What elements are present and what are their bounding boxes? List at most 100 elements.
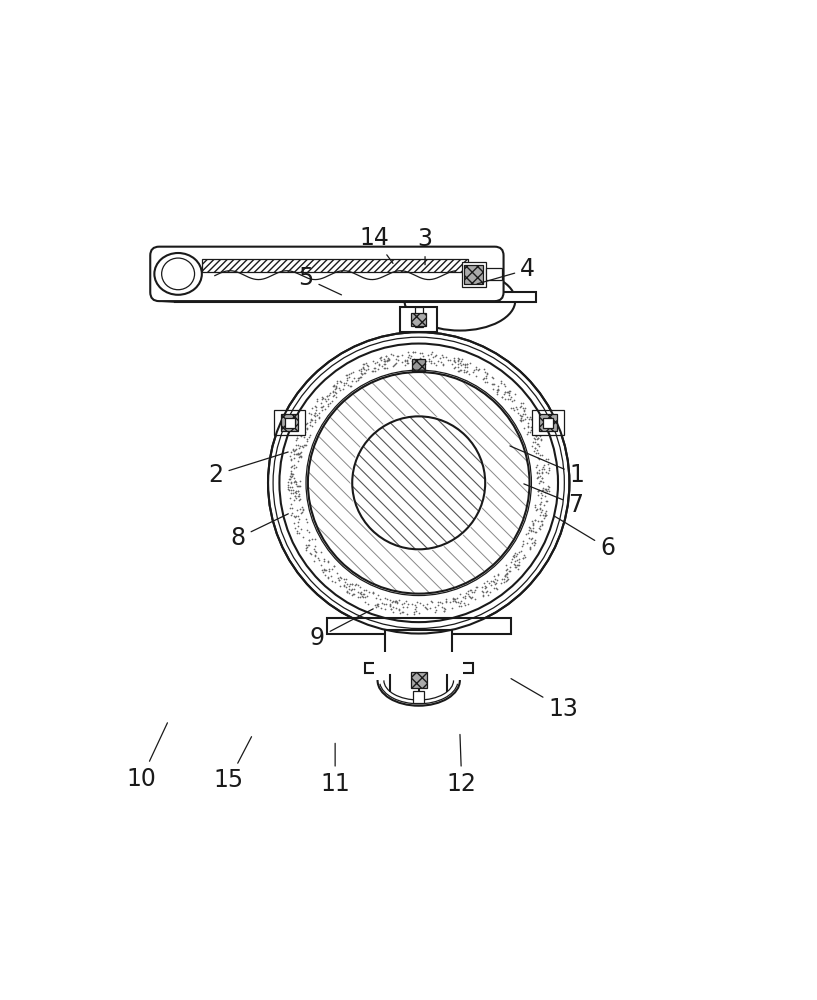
- Point: [378, 590, 391, 606]
- Point: [462, 588, 475, 604]
- Point: [503, 559, 516, 575]
- Point: [477, 371, 490, 387]
- Point: [541, 465, 554, 481]
- Point: [512, 551, 525, 567]
- Point: [530, 465, 543, 481]
- Point: [491, 384, 504, 400]
- Point: [285, 466, 298, 482]
- Point: [413, 595, 426, 611]
- Point: [299, 437, 312, 453]
- Point: [437, 603, 450, 619]
- Point: [357, 361, 370, 377]
- Text: 11: 11: [320, 743, 350, 796]
- Point: [342, 578, 355, 594]
- Point: [532, 483, 545, 499]
- Point: [534, 473, 547, 489]
- Point: [361, 358, 374, 374]
- Point: [392, 348, 405, 364]
- Point: [290, 459, 303, 475]
- Point: [521, 419, 534, 435]
- Point: [463, 589, 476, 605]
- Point: [310, 402, 323, 418]
- Point: [475, 583, 489, 599]
- Point: [346, 364, 359, 380]
- Point: [347, 586, 360, 602]
- Point: [529, 428, 542, 444]
- Point: [310, 399, 323, 415]
- Point: [293, 501, 306, 517]
- Point: [346, 373, 359, 389]
- Point: [398, 595, 411, 611]
- Point: [341, 583, 354, 599]
- Point: [308, 553, 321, 569]
- Point: [386, 599, 400, 615]
- Point: [343, 581, 356, 597]
- Point: [390, 593, 403, 609]
- Point: [467, 362, 480, 378]
- Point: [527, 523, 540, 539]
- Point: [538, 505, 551, 521]
- Point: [441, 352, 454, 368]
- Point: [515, 413, 528, 429]
- Point: [458, 595, 471, 611]
- Point: [400, 593, 413, 609]
- Point: [282, 477, 295, 493]
- Point: [296, 501, 309, 517]
- Point: [299, 540, 312, 556]
- Point: [534, 473, 547, 489]
- Point: [353, 589, 366, 605]
- Point: [327, 558, 340, 574]
- Point: [292, 440, 306, 456]
- Point: [373, 350, 386, 366]
- Point: [535, 513, 548, 529]
- Point: [328, 384, 342, 400]
- Point: [532, 487, 545, 503]
- Point: [381, 352, 394, 368]
- Point: [288, 450, 301, 466]
- Point: [480, 374, 493, 390]
- Point: [516, 412, 529, 428]
- Point: [453, 363, 466, 379]
- Point: [519, 411, 532, 427]
- Point: [315, 557, 328, 573]
- Point: [297, 502, 310, 518]
- Point: [359, 594, 372, 610]
- Point: [346, 576, 359, 592]
- Point: [329, 378, 342, 394]
- Point: [466, 589, 479, 605]
- Point: [292, 514, 305, 530]
- Point: [418, 599, 431, 615]
- Point: [514, 399, 527, 415]
- Point: [337, 577, 350, 593]
- Point: [501, 565, 514, 581]
- Point: [525, 531, 538, 547]
- Point: [294, 428, 307, 444]
- Point: [488, 574, 501, 590]
- Point: [357, 589, 370, 605]
- Point: [382, 350, 395, 366]
- Point: [300, 542, 313, 558]
- Point: [516, 406, 529, 422]
- Point: [285, 479, 298, 495]
- Point: [536, 470, 549, 486]
- Point: [378, 353, 391, 369]
- Point: [306, 531, 319, 547]
- Point: [408, 353, 422, 369]
- Point: [340, 571, 353, 587]
- Point: [423, 600, 436, 616]
- Point: [534, 428, 547, 444]
- Point: [520, 526, 533, 542]
- Text: 10: 10: [127, 723, 167, 791]
- Point: [538, 507, 551, 523]
- Point: [468, 591, 481, 607]
- Point: [294, 505, 307, 521]
- Point: [285, 496, 298, 512]
- Point: [457, 589, 470, 605]
- Point: [477, 361, 490, 377]
- Point: [389, 593, 402, 609]
- Point: [297, 429, 310, 445]
- Point: [499, 562, 512, 578]
- Point: [395, 354, 408, 370]
- Point: [310, 544, 323, 560]
- Point: [378, 601, 391, 617]
